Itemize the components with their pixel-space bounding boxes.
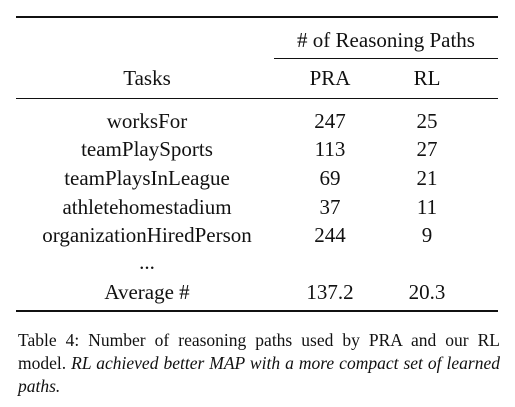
row-pra-count: 247 [314,109,346,133]
header-rl: RL [413,66,441,90]
average-rl: 20.3 [408,280,446,304]
row-ellipsis: ... [139,250,155,274]
caption-emphasis: RL achieved better MAP with a more compa… [18,353,500,396]
header-rule [16,98,498,99]
caption-text: Table 4: Number of reasoning paths used … [18,330,500,373]
row-pra-count: 113 [314,137,346,161]
average-pra: 137.2 [306,280,354,304]
row-task: athletehomestadium [62,195,232,219]
average-label: Average # [104,280,190,304]
bottom-rule [16,310,498,312]
header-tasks: Tasks [123,66,171,90]
row-task: organizationHiredPerson [42,223,252,247]
row-task: teamPlaysInLeague [64,166,230,190]
row-rl-count: 25 [416,109,438,133]
table-caption: Table 4: Number of reasoning paths used … [18,329,500,398]
row-rl-count: 27 [416,137,438,161]
group-header-underline [274,58,498,59]
top-rule [16,16,498,18]
row-pra-count: 37 [319,195,341,219]
row-rl-count: 21 [416,166,438,190]
row-task: teamPlaySports [81,137,213,161]
row-pra-count: 69 [319,166,341,190]
row-rl-count: 11 [416,195,438,219]
row-task: worksFor [106,109,188,133]
group-header-reasoning-paths: # of Reasoning Paths [297,28,475,52]
row-pra-count: 244 [314,223,346,247]
header-pra: PRA [309,66,351,90]
row-rl-count: 9 [421,223,433,247]
